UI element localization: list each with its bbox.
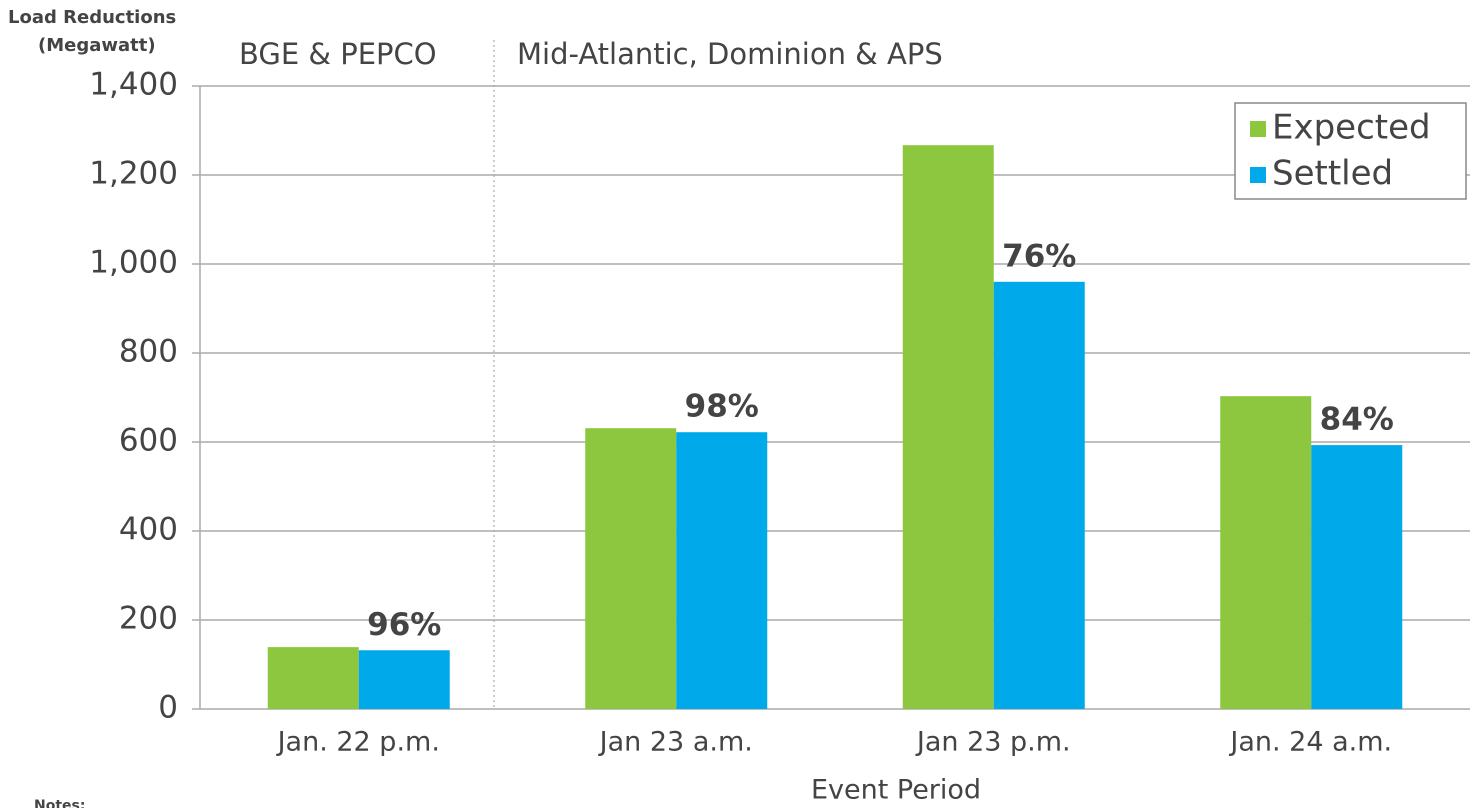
- y-tick-label: 1,200: [89, 156, 178, 192]
- bar: [585, 428, 677, 709]
- region-label: Mid-Atlantic, Dominion & APS: [517, 37, 943, 71]
- x-tick-label: Jan. 24 a.m.: [1228, 727, 1392, 758]
- bar-annotation: 76%: [1002, 238, 1076, 274]
- x-tick-label: Jan 23 p.m.: [915, 727, 1071, 758]
- bar: [1311, 445, 1403, 709]
- legend-label: Expected: [1272, 108, 1431, 148]
- x-axis-label: Event Period: [811, 775, 981, 806]
- bar: [358, 650, 450, 709]
- bar: [902, 145, 994, 709]
- y-tick-label: 600: [119, 423, 178, 459]
- bar: [993, 281, 1085, 709]
- x-tick-label: Jan 23 a.m.: [598, 727, 753, 758]
- y-tick-label: 400: [119, 512, 178, 548]
- notes: Notes:: [34, 798, 85, 808]
- y-tick-label: 0: [158, 690, 178, 726]
- legend-label: Settled: [1272, 154, 1393, 194]
- bar-annotation: 84%: [1320, 402, 1394, 438]
- y-axis-label: (Megawatt): [38, 35, 156, 56]
- y-tick-label: 800: [119, 334, 178, 370]
- bar-annotation: 98%: [685, 389, 759, 425]
- legend-swatch: [1250, 167, 1266, 183]
- y-tick-label: 1,400: [89, 67, 178, 103]
- bar: [1220, 396, 1312, 709]
- y-tick-label: 200: [119, 601, 178, 637]
- bar: [676, 432, 768, 709]
- legend-swatch: [1250, 121, 1266, 137]
- x-tick-label: Jan. 22 p.m.: [276, 727, 440, 758]
- y-axis-label: Load Reductions: [8, 7, 176, 28]
- bar-annotation: 96%: [367, 607, 441, 643]
- region-label: BGE & PEPCO: [239, 37, 437, 71]
- bar: [267, 647, 359, 709]
- legend-box: [1234, 102, 1467, 200]
- y-tick-label: 1,000: [89, 245, 178, 281]
